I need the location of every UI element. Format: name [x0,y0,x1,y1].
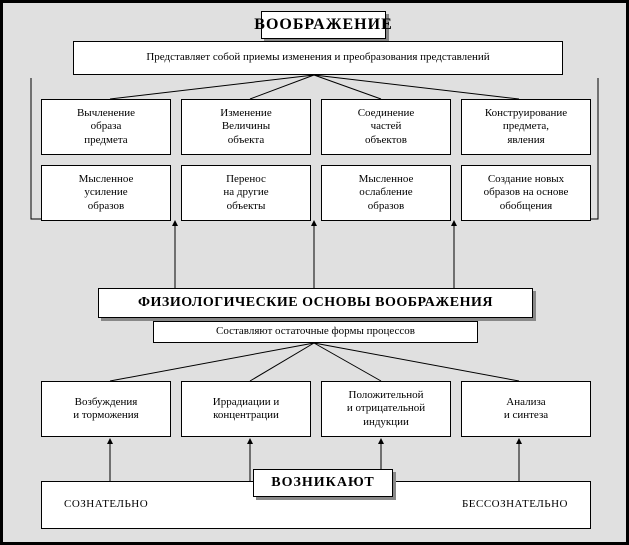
mid-subtitle: Составляют остаточные формы процессов [153,321,478,343]
grid2-c1: Возбуждения и торможения [41,381,171,437]
grid2-c3: Положительной и отрицательной индукции [321,381,451,437]
mid-title: ФИЗИОЛОГИЧЕСКИЕ ОСНОВЫ ВООБРАЖЕНИЯ [98,288,533,318]
grid1-r1c2: Изменение Величины объекта [181,99,311,155]
top-title: ВООБРАЖЕНИЕ [261,11,386,39]
grid1-r1c3: Соединение частей объектов [321,99,451,155]
bottom-left: СОЗНАТЕЛЬНО [64,498,148,511]
grid2-c4: Анализа и синтеза [461,381,591,437]
connector-lines [3,3,626,542]
grid1-r2c2: Перенос на другие объекты [181,165,311,221]
grid1-r1c1: Вычленение образа предмета [41,99,171,155]
grid2-c2: Иррадиации и концентрации [181,381,311,437]
diagram-frame: ВООБРАЖЕНИЕ Представляет собой приемы из… [0,0,629,545]
grid1-r2c1: Мысленное усиление образов [41,165,171,221]
grid1-r1c4: Конструирование предмета, явления [461,99,591,155]
bottom-right: БЕССОЗНАТЕЛЬНО [462,498,568,511]
grid1-r2c3: Мысленное ослабление образов [321,165,451,221]
bottom-title: ВОЗНИКАЮТ [253,469,393,497]
grid1-r2c4: Создание новых образов на основе обобщен… [461,165,591,221]
top-subtitle: Представляет собой приемы изменения и пр… [73,41,563,75]
